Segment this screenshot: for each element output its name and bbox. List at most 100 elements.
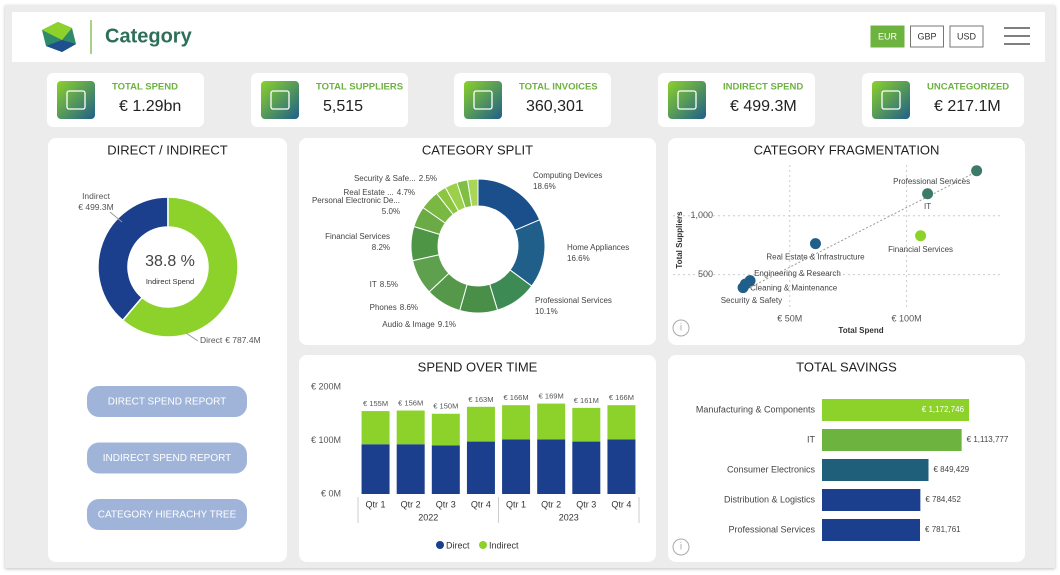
info-icon[interactable]: i <box>672 538 690 556</box>
button-label: DIRECT SPEND REPORT <box>108 397 227 408</box>
point-label: Engineering & Research <box>754 269 841 278</box>
bar <box>822 519 921 541</box>
value-label: 8.5% <box>380 280 398 289</box>
slice-label: Personal Electronic De... 5.0% <box>312 196 400 216</box>
page-title: Category <box>105 25 193 47</box>
currency-box <box>910 25 944 48</box>
value-label: 16.6% <box>567 254 590 263</box>
kpi-value: € 1.29bn <box>119 98 181 115</box>
x-tick-label: Qtr 2 <box>401 499 421 509</box>
x-tick-label: Qtr 3 <box>576 499 596 509</box>
total-label: € 166M <box>609 393 634 402</box>
bar-segment <box>431 445 460 494</box>
category-label: Audio & Image <box>382 320 435 329</box>
x-tick-label: Qtr 3 <box>436 499 456 509</box>
bar-segment <box>572 441 601 494</box>
slice-label: Phones 8.6% <box>370 303 418 312</box>
point-label: Professional Services <box>893 177 970 186</box>
value-label: € 1,172,746 <box>922 405 965 414</box>
legend-swatch <box>479 541 487 549</box>
bar-segment <box>502 439 531 494</box>
currency-button[interactable]: USD <box>949 25 984 48</box>
kpi-icon-glyph <box>473 90 493 110</box>
currency-button[interactable]: GBP <box>910 25 944 48</box>
menu-icon[interactable] <box>1004 27 1030 45</box>
leader <box>109 211 123 223</box>
total-label: € 155M <box>363 399 388 408</box>
category-label: Distribution & Logistics <box>724 494 816 504</box>
kpi-icon-glyph <box>66 90 86 110</box>
bar <box>822 459 929 481</box>
value-label: € 781,761 <box>925 525 961 534</box>
bar <box>822 399 970 421</box>
x-tick-label: Qtr 1 <box>506 499 526 509</box>
donut-slice <box>121 196 239 338</box>
category-label: IT <box>370 280 377 289</box>
bar-segment <box>607 439 636 494</box>
x-tick-label: Qtr 4 <box>611 499 631 509</box>
category-label: IT <box>807 434 816 444</box>
legend-swatch <box>436 541 444 549</box>
group-label: 2023 <box>559 512 579 522</box>
currency-box <box>870 25 905 48</box>
logo-part <box>42 22 72 40</box>
kpi-label: UNCATEGORIZED <box>927 82 1009 93</box>
x-axis-label: Total Spend <box>838 326 883 335</box>
category-label: Home Appliances <box>567 243 629 252</box>
slice-label: Audio & Image 9.1% <box>382 320 456 329</box>
kpi-value: € 499.3M <box>730 98 797 115</box>
center-sublabel: Indirect Spend <box>146 277 194 286</box>
kpi-label: INDIRECT SPEND <box>723 82 803 93</box>
slice-label: Home Appliances 16.6% <box>567 243 629 263</box>
value-label: 4.7% <box>397 188 415 197</box>
category-label: Phones <box>370 303 397 312</box>
button-box <box>87 499 247 530</box>
x-tick-label: Qtr 1 <box>366 499 386 509</box>
category-label: Real Estate ... <box>344 188 394 197</box>
bar-segment <box>396 410 425 445</box>
kpi-label: TOTAL SPEND <box>112 82 178 93</box>
bar-segment <box>537 403 566 440</box>
chart-title: SPEND OVER TIME <box>418 359 538 374</box>
scatter-point <box>915 230 927 242</box>
svg-text:i: i <box>680 542 682 553</box>
leader <box>185 332 199 342</box>
report-button[interactable]: INDIRECT SPEND REPORT <box>87 442 247 474</box>
slice-label: Financial Services 8.2% <box>325 232 390 252</box>
currency-box <box>949 25 984 48</box>
value-label: 5.0% <box>382 207 400 216</box>
category-label: Consumer Electronics <box>727 464 816 474</box>
bar-segment <box>396 444 425 494</box>
category-label: Professional Services <box>728 524 815 534</box>
scatter-point <box>971 165 983 177</box>
button-box <box>87 442 247 474</box>
category-label: Computing Devices <box>533 171 602 180</box>
button-label: INDIRECT SPEND REPORT <box>103 453 232 464</box>
total-label: € 150M <box>433 402 458 411</box>
kpi-label: TOTAL SUPPLIERS <box>316 82 403 93</box>
total-label: € 163M <box>468 395 493 404</box>
button-box <box>87 386 247 417</box>
chart-title: CATEGORY FRAGMENTATION <box>754 142 940 157</box>
bar-segment <box>572 407 601 442</box>
y-tick-label: 1,000 <box>690 210 713 220</box>
report-button[interactable]: CATEGORY HIERACHY TREE <box>87 499 247 530</box>
value-label: € 787.4M <box>225 335 260 345</box>
bar-segment <box>466 441 495 494</box>
report-button[interactable]: DIRECT SPEND REPORT <box>87 386 247 417</box>
category-label: Indirect <box>82 191 111 201</box>
currency-button[interactable]: EUR <box>870 25 905 48</box>
point-label: Financial Services <box>888 245 953 254</box>
kpi-icon <box>57 81 95 119</box>
kpi-icon-glyph <box>881 90 901 110</box>
scatter-point <box>739 278 751 290</box>
y-tick-label: 500 <box>698 269 713 279</box>
value-label: 18.6% <box>533 182 556 191</box>
scatter-point <box>922 188 934 200</box>
value-label: € 784,452 <box>925 495 961 504</box>
bar-segment <box>502 405 531 440</box>
info-icon[interactable]: i <box>672 319 690 337</box>
y-tick-label: € 200M <box>311 381 341 391</box>
